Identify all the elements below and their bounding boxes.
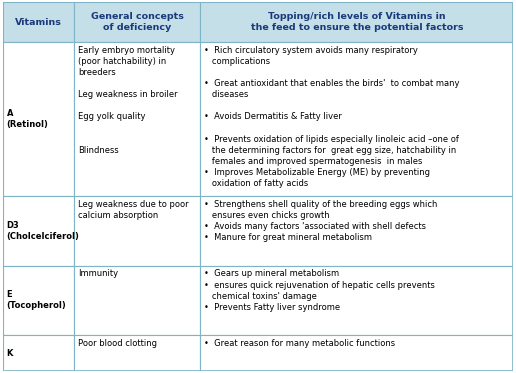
Bar — [200, 335, 513, 373]
Text: •  Great reason for many metabolic functions: • Great reason for many metabolic functi… — [204, 339, 395, 348]
Bar — [74, 335, 200, 373]
Bar — [3, 196, 74, 266]
Text: •  Rich circulatory system avoids many respiratory
   complications

•  Great an: • Rich circulatory system avoids many re… — [204, 46, 460, 188]
Bar — [3, 266, 74, 335]
Bar — [200, 2, 513, 42]
Text: •  Gears up mineral metabolism
•  ensures quick rejuvenation of hepatic cells pr: • Gears up mineral metabolism • ensures … — [204, 269, 435, 312]
Text: D3
(Cholcelciferol): D3 (Cholcelciferol) — [7, 221, 79, 241]
Bar — [3, 335, 74, 373]
Text: Topping/rich levels of Vitamins in
the feed to ensure the potential factors: Topping/rich levels of Vitamins in the f… — [251, 12, 463, 32]
Bar — [3, 42, 74, 196]
Text: General concepts
of deficiency: General concepts of deficiency — [91, 12, 184, 32]
Bar — [200, 266, 513, 335]
Bar — [200, 42, 513, 196]
Text: Poor blood clotting: Poor blood clotting — [78, 339, 157, 348]
Text: K: K — [7, 350, 13, 358]
Text: •  Strengthens shell quality of the breeding eggs which
   ensures even chicks g: • Strengthens shell quality of the breed… — [204, 200, 438, 242]
Text: Vitamins: Vitamins — [15, 18, 62, 26]
Text: Early embryo mortality
(poor hatchability) in
breeders

Leg weakness in broiler
: Early embryo mortality (poor hatchabilit… — [78, 46, 178, 155]
Bar — [74, 196, 200, 266]
Bar — [3, 2, 74, 42]
Text: A
(Retinol): A (Retinol) — [7, 109, 49, 129]
Bar — [74, 42, 200, 196]
Text: Immunity: Immunity — [78, 269, 118, 279]
Text: E
(Tocopherol): E (Tocopherol) — [7, 290, 66, 310]
Bar — [200, 196, 513, 266]
Bar — [74, 2, 200, 42]
Text: Leg weakness due to poor
calcium absorption: Leg weakness due to poor calcium absorpt… — [78, 200, 189, 220]
Bar — [74, 266, 200, 335]
